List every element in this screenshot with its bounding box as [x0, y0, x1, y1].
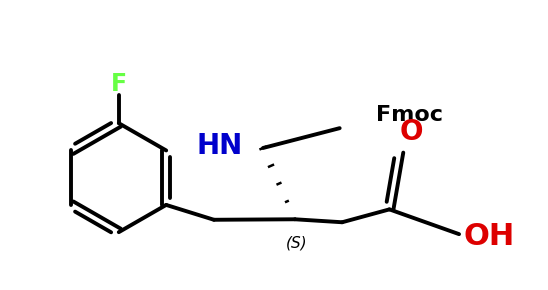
Text: O: O	[399, 118, 423, 146]
Text: F: F	[111, 72, 127, 96]
Text: HN: HN	[197, 132, 243, 160]
Text: OH: OH	[463, 222, 515, 251]
Text: (S): (S)	[286, 235, 307, 250]
Text: Fmoc: Fmoc	[376, 105, 443, 125]
